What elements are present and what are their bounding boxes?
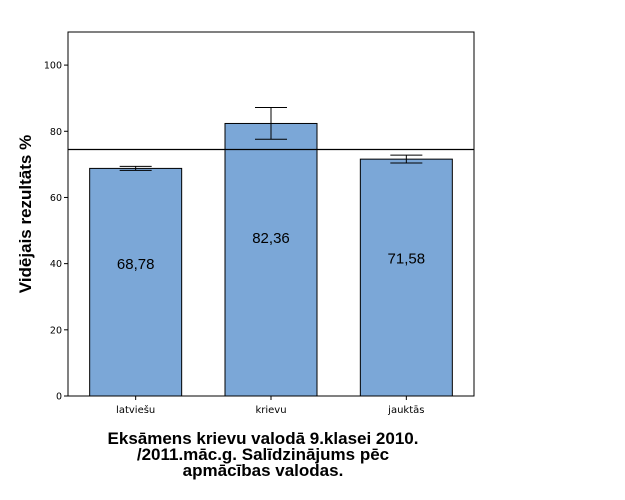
bar [224, 122, 318, 397]
bar-value-label: 82,36 [252, 230, 290, 247]
x-axis-title-line-1: Eksāmens krievu valodā 9.klasei 2010. [108, 429, 419, 448]
bar-value-label: 71,58 [388, 251, 426, 268]
x-tick-label: jauktās [387, 405, 424, 416]
x-axis-title-line-3: apmācības valodas. [183, 461, 344, 480]
x-axis-title-line-2: /2011.māc.g. Salīdzinājums pēc [137, 445, 389, 464]
x-tick-label: krievu [255, 405, 286, 416]
y-axis-title: Vidējais rezultāts % [16, 135, 35, 293]
y-tick-label: 0 [56, 392, 62, 403]
y-tick-label: 40 [50, 259, 62, 270]
y-tick-label: 100 [44, 61, 62, 72]
y-tick-label: 60 [50, 193, 62, 204]
bar-value-label: 68,78 [117, 256, 155, 273]
y-tick-label: 20 [50, 325, 62, 336]
x-tick-label: latviešu [116, 404, 155, 416]
y-tick-label: 80 [50, 127, 62, 138]
bar [359, 158, 453, 397]
bar [89, 167, 183, 397]
